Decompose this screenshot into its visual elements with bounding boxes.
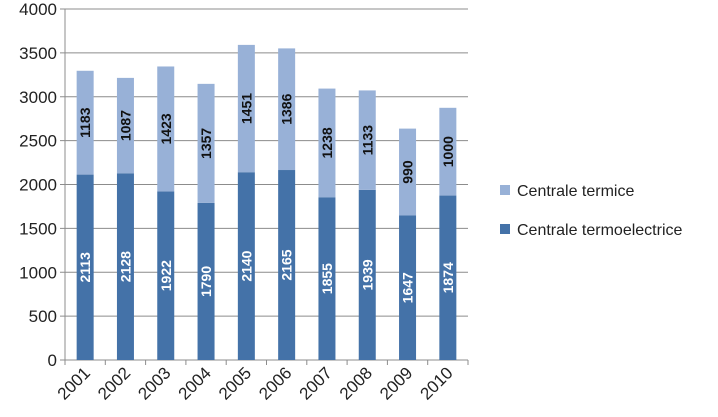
bar-termoelectrice-2005 [237,172,255,360]
y-tick-label: 4000 [19,0,57,19]
x-tick-label: 2005 [215,363,255,403]
y-tick-label: 500 [29,307,57,326]
legend-swatch [500,185,510,195]
data-label: 1000 [440,136,456,167]
bar-termoelectrice-2003 [157,191,175,360]
x-axis-ticks: 2001 2002 2003 2004 2005 2006 2007 2008 2009 2010 [54,363,457,403]
legend: Centrale termice Centrale termoelectrice [500,183,683,239]
y-tick-label: 2500 [19,132,57,151]
bar-termoelectrice-2006 [278,170,296,360]
y-tick-label: 1000 [19,263,57,282]
bar-termoelectrice-2001 [76,174,94,360]
data-label: 1183 [77,107,93,138]
bar-termice-2002 [116,77,134,174]
data-label: 1087 [117,110,133,141]
data-label: 1133 [359,125,375,156]
bar-termoelectrice-2008 [358,189,376,360]
bar-termoelectrice-2004 [197,202,215,360]
bar-termice-2008 [358,90,376,190]
bar-termoelectrice-2002 [116,173,134,360]
data-label: 1423 [158,113,174,144]
bar-termice-2010 [439,107,457,196]
y-tick-label: 0 [48,351,57,370]
data-label: 1790 [198,266,214,297]
data-label: 1451 [238,93,254,124]
x-tick-label: 2004 [175,363,215,403]
y-axis-ticks: 0 500 1000 1500 2000 2500 3000 3500 4000 [19,0,57,370]
bar-termice-2003 [157,66,175,192]
bar-termoelectrice-2007 [318,197,336,360]
data-label: 1855 [319,263,335,294]
data-label: 2113 [77,252,93,283]
data-label: 1357 [198,128,214,159]
data-label: 1647 [400,272,416,303]
data-label: 1874 [440,262,456,293]
x-tick-label: 2006 [255,363,295,403]
data-label: 2128 [117,251,133,282]
y-tick-label: 1500 [19,219,57,238]
bar-termoelectrice-2009 [399,215,417,360]
data-label: 1238 [319,127,335,158]
data-labels: 2113 1183 2128 1087 1922 1423 1790 1357 2140 1451… [77,93,456,304]
bar-termoelectrice-2010 [439,195,457,360]
bar-termice-2005 [237,44,255,173]
legend-label: Centrale termoelectrice [517,222,683,239]
y-tick-label: 2000 [19,176,57,195]
data-label: 990 [400,160,416,184]
x-tick-label: 2001 [54,363,94,403]
data-label: 2140 [238,250,254,281]
legend-swatch [500,224,510,234]
x-tick-label: 2003 [134,363,174,403]
legend-label: Centrale termice [517,183,634,200]
y-tick-label: 3500 [19,44,57,63]
data-label: 1939 [359,259,375,290]
data-label: 1386 [279,93,295,124]
bar-termice-2004 [197,83,215,203]
y-tick-label: 3000 [19,88,57,107]
x-tick-label: 2010 [416,363,456,403]
bar-termice-2006 [278,48,296,171]
x-tick-label: 2008 [336,363,376,403]
x-tick-label: 2009 [376,363,416,403]
x-tick-label: 2007 [296,363,336,403]
data-label: 2165 [279,249,295,280]
bars [76,44,457,360]
data-label: 1922 [158,260,174,291]
bar-termice-2009 [399,128,417,216]
bar-termice-2007 [318,88,336,198]
bar-termice-2001 [76,70,94,175]
x-tick-label: 2002 [94,363,134,403]
